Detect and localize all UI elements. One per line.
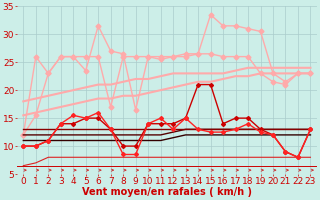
X-axis label: Vent moyen/en rafales ( km/h ): Vent moyen/en rafales ( km/h ) bbox=[82, 187, 252, 197]
